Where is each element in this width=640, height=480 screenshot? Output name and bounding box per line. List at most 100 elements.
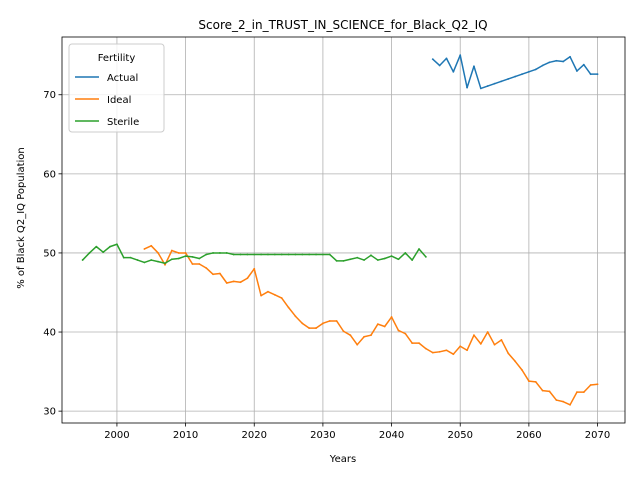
data-point-ideal: [253, 267, 256, 270]
data-point-sterile: [390, 255, 393, 258]
data-point-ideal: [555, 399, 558, 401]
data-point-sterile: [122, 256, 125, 259]
data-point-actual: [507, 78, 510, 80]
data-point-ideal: [205, 267, 208, 269]
data-point-sterile: [150, 259, 153, 261]
data-point-sterile: [198, 257, 201, 260]
x-tick-label: 2060: [516, 430, 541, 441]
data-point-sterile: [170, 258, 173, 261]
data-point-sterile: [328, 253, 331, 256]
data-point-ideal: [500, 339, 503, 341]
data-point-sterile: [370, 254, 372, 257]
data-point-ideal: [322, 322, 324, 325]
data-point-sterile: [184, 255, 187, 258]
data-point-ideal: [342, 330, 345, 333]
data-point-sterile: [95, 245, 98, 248]
data-point-sterile: [109, 245, 111, 248]
data-point-sterile: [356, 256, 359, 259]
data-point-ideal: [589, 384, 592, 386]
data-point-ideal: [335, 320, 338, 322]
data-point-ideal: [452, 353, 455, 356]
data-point-actual: [479, 87, 482, 90]
data-point-sterile: [136, 259, 139, 261]
data-point-sterile: [397, 258, 400, 261]
data-point-actual: [548, 61, 551, 64]
data-point-ideal: [507, 352, 510, 355]
data-point-sterile: [116, 243, 118, 246]
data-point-ideal: [411, 342, 414, 345]
data-point-actual: [473, 65, 475, 68]
data-point-ideal: [170, 249, 173, 252]
data-point-ideal: [548, 390, 551, 393]
data-point-sterile: [383, 257, 386, 260]
data-point-ideal: [562, 400, 565, 403]
data-point-ideal: [445, 349, 448, 352]
data-point-ideal: [541, 389, 544, 392]
data-point-sterile: [301, 253, 304, 256]
data-point-sterile: [424, 255, 427, 258]
data-point-ideal: [479, 343, 482, 345]
x-tick-label: 2000: [104, 430, 129, 441]
data-point-sterile: [315, 253, 317, 256]
data-point-sterile: [143, 261, 146, 264]
data-point-sterile: [404, 252, 407, 254]
data-point-ideal: [287, 306, 290, 309]
data-point-actual: [527, 70, 530, 73]
data-point-sterile: [260, 253, 263, 256]
data-point-actual: [589, 73, 592, 76]
data-point-ideal: [143, 248, 146, 250]
data-point-sterile: [212, 252, 214, 254]
data-point-ideal: [521, 369, 523, 371]
x-tick-label: 2020: [242, 430, 267, 441]
data-point-actual: [493, 82, 496, 85]
data-point-actual: [466, 86, 468, 89]
legend-label-ideal: Ideal: [107, 95, 131, 106]
data-point-ideal: [349, 334, 352, 337]
chart-title: Score_2_in_TRUST_IN_SCIENCE_for_Black_Q2…: [198, 18, 487, 32]
data-point-actual: [431, 58, 434, 61]
x-tick-label: 2050: [447, 430, 472, 441]
data-point-actual: [596, 73, 599, 76]
data-point-ideal: [267, 290, 269, 293]
data-point-sterile: [157, 260, 160, 263]
data-point-actual: [452, 70, 455, 73]
data-point-ideal: [418, 342, 420, 345]
data-point-actual: [500, 80, 503, 83]
legend: Fertility Actual Ideal Sterile: [68, 43, 165, 133]
x-axis-label: Years: [329, 454, 356, 465]
data-point-actual: [555, 59, 558, 62]
legend-label-sterile: Sterile: [107, 117, 139, 128]
y-tick-label: 70: [43, 90, 56, 101]
data-point-ideal: [534, 380, 537, 383]
plot-area: 2000 2010 2020 2030 2040 2050 2060 2070 30 40 50 60…: [43, 36, 626, 441]
data-point-ideal: [397, 329, 400, 332]
data-point-sterile: [294, 253, 297, 256]
data-point-sterile: [239, 253, 242, 256]
data-point-sterile: [308, 253, 311, 256]
data-point-sterile: [253, 253, 256, 256]
data-point-ideal: [184, 252, 187, 254]
data-point-ideal: [150, 244, 153, 247]
data-point-actual: [569, 55, 571, 58]
data-point-ideal: [370, 334, 372, 337]
data-point-ideal: [438, 350, 441, 353]
data-point-ideal: [225, 282, 228, 284]
data-point-ideal: [473, 334, 475, 337]
y-axis-label: % of Black Q2_IQ Population: [16, 147, 27, 289]
legend-label-actual: Actual: [107, 73, 138, 84]
data-point-ideal: [308, 327, 311, 329]
data-point-sterile: [376, 259, 379, 261]
legend-box: [68, 43, 165, 133]
data-point-sterile: [81, 259, 84, 261]
data-point-ideal: [191, 263, 194, 265]
data-point-sterile: [246, 253, 249, 256]
data-point-sterile: [225, 252, 228, 254]
axes-frame: [61, 36, 626, 424]
data-point-ideal: [177, 252, 180, 254]
data-point-sterile: [219, 252, 221, 254]
data-point-ideal: [315, 327, 317, 329]
data-point-ideal: [376, 323, 379, 326]
data-point-sterile: [232, 253, 235, 256]
x-tick-label: 2010: [173, 430, 198, 441]
data-point-actual: [562, 60, 565, 63]
